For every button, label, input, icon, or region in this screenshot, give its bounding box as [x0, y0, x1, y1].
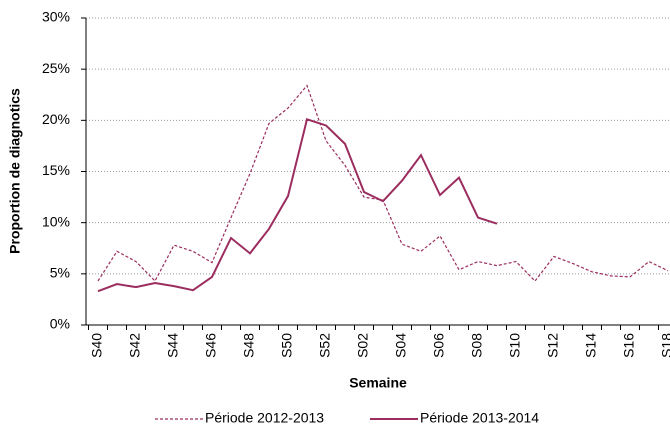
y-tick-label: 5% [50, 265, 70, 281]
x-tick-label: S10 [507, 333, 523, 358]
x-tick-label: S42 [127, 333, 143, 358]
series-line [97, 118, 498, 293]
x-tick-label: S50 [279, 333, 295, 358]
y-tick-label: 20% [42, 111, 70, 127]
legend-label: Période 2013-2014 [420, 410, 539, 426]
y-tick-label: 10% [42, 213, 70, 229]
y-axis-title: Proportion de diagnotics [7, 88, 23, 254]
x-tick-label: S46 [203, 333, 219, 358]
x-tick-label: S06 [431, 333, 447, 358]
x-tick-label: S12 [545, 333, 561, 358]
x-tick-label: S40 [89, 333, 105, 358]
x-tick-label: S14 [583, 333, 599, 358]
y-tick-label: 15% [42, 162, 70, 178]
x-tick-label: S08 [469, 333, 485, 358]
x-tick-label: S18 [659, 333, 670, 358]
y-tick-label: 0% [50, 316, 70, 332]
x-tick-label: S04 [393, 333, 409, 358]
x-axis-title: Semaine [349, 375, 407, 391]
series-line [97, 84, 669, 283]
x-tick-label: S48 [241, 333, 257, 358]
x-tick-label: S52 [317, 333, 333, 358]
x-tick-label: S44 [165, 333, 181, 358]
legend-label: Période 2012-2013 [205, 410, 324, 426]
y-tick-label: 30% [42, 9, 70, 25]
x-tick-label: S02 [355, 333, 371, 358]
x-tick-label: S16 [621, 333, 637, 358]
y-tick-label: 25% [42, 60, 70, 76]
